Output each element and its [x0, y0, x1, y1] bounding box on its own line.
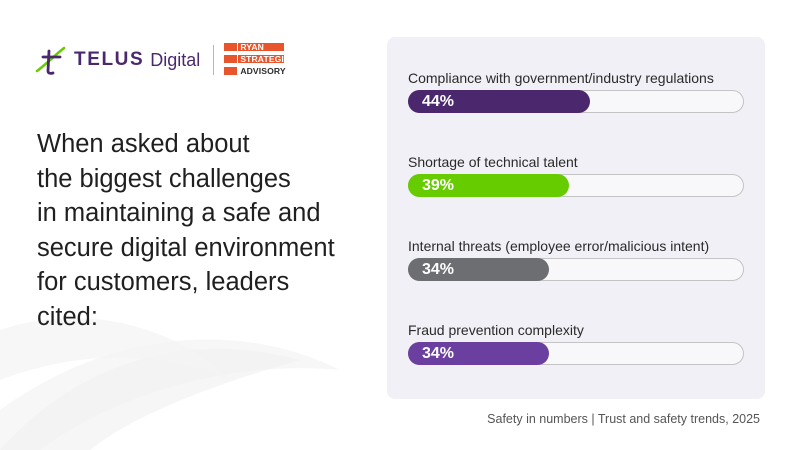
bar-track: 39%: [407, 173, 744, 197]
headline-line: secure digital environment: [37, 233, 335, 262]
headline-line: the biggest challenges: [37, 164, 291, 193]
bar-value-label: 34%: [422, 261, 455, 278]
bar-item: Internal threats (employee error/malicio…: [407, 237, 744, 281]
bar-value-label: 39%: [422, 177, 455, 194]
bar-track: 34%: [407, 341, 744, 365]
ryan-strategic-advisory-logo: RYAN STRATEGIC ADVISORY: [224, 42, 290, 78]
telus-digital-wordmark: Digital: [150, 49, 201, 70]
bar-track: 44%: [407, 89, 744, 113]
bar-label: Internal threats (employee error/malicio…: [408, 238, 710, 254]
partner-line-1: RYAN: [240, 42, 264, 52]
bar-label: Compliance with government/industry regu…: [408, 70, 714, 86]
partner-line-2: STRATEGIC: [240, 54, 291, 64]
bar-label: Fraud prevention complexity: [408, 322, 584, 338]
bar-label: Shortage of technical talent: [408, 154, 578, 170]
telus-wordmark: TELUS: [74, 49, 145, 70]
headline-line: in maintaining a safe and: [37, 199, 321, 227]
partner-line-3: ADVISORY: [240, 66, 286, 76]
footer-source: Safety in numbers | Trust and safety tre…: [487, 412, 760, 426]
chart-panel: Compliance with government/industry regu…: [387, 37, 765, 399]
telus-mark-icon: [35, 46, 66, 75]
bar-value-label: 44%: [422, 93, 455, 110]
headline: When asked about the biggest challenges …: [37, 127, 382, 334]
bar-value-label: 34%: [422, 345, 455, 362]
headline-line: When asked about: [37, 130, 250, 158]
bar-track: 34%: [407, 257, 744, 281]
bar-fill: [407, 341, 549, 365]
logo-divider: [213, 45, 215, 75]
bar-fill: [407, 257, 549, 281]
headline-line: cited:: [37, 302, 98, 331]
ryan-stripes-icon: [224, 43, 285, 75]
headline-line: for customers, leaders: [37, 268, 290, 296]
bar-item: Compliance with government/industry regu…: [407, 69, 744, 113]
bar-item: Shortage of technical talent 39%: [407, 153, 744, 197]
brand-logos: TELUS Digital RYAN STRATEGIC ADVISORY: [34, 42, 290, 78]
bar-fill: [407, 173, 570, 197]
bar-item: Fraud prevention complexity 34%: [407, 321, 744, 365]
bar-fill: [407, 89, 590, 113]
